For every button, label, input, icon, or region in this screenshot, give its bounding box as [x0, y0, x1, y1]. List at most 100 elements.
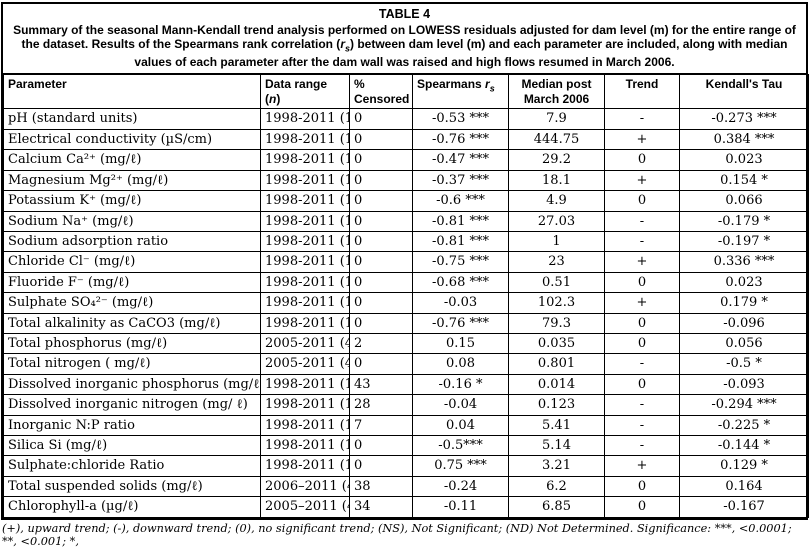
table-cell: 1998-2011 (149): [260, 373, 350, 396]
table-cell: 1998-2011 (153): [260, 230, 350, 253]
table-cell: +: [604, 251, 680, 273]
table-cell: 0: [349, 190, 413, 212]
table-cell: -0.37 ***: [412, 169, 509, 192]
footnote-line-1: (+), upward trend; (-), downward trend; …: [2, 521, 792, 547]
table-cell: 0: [349, 353, 413, 375]
table-cell: 0: [349, 149, 413, 171]
table-cell: 5.41: [508, 414, 605, 436]
table-cell: 444.75: [508, 128, 605, 151]
table-cell: 0: [349, 312, 413, 334]
table-cell: 28: [349, 394, 413, 416]
table-footnote: (+), upward trend; (-), downward trend; …: [1, 520, 808, 547]
table-cell: Calcium Ca²⁺ (mg/ℓ): [3, 149, 261, 171]
table-cell: -0.179 *: [679, 210, 809, 232]
caption-text-2: ) between dam level (m) and each paramet…: [134, 37, 788, 69]
table-cell: -0.16 *: [412, 373, 509, 396]
caption-r-symbol: r: [340, 37, 345, 52]
table-row: Chlorophyll-a (µg/ℓ)2005–2011 (46)34-0.1…: [3, 496, 809, 518]
table-cell: -0.197 *: [679, 230, 809, 253]
table-cell: Fluoride F⁻ (mg/ℓ): [3, 271, 261, 294]
table-cell: -0.11: [412, 496, 509, 518]
table-cell: 0.336 ***: [679, 251, 809, 273]
table-caption: Summary of the seasonal Mann-Kendall tre…: [8, 23, 801, 70]
table-cell: Total phosphorus (mg/ℓ): [3, 332, 261, 355]
table-cell: 2: [349, 332, 413, 355]
table-cell: Sodium adsorption ratio: [3, 230, 261, 253]
table-cell: 0: [604, 312, 680, 334]
table-cell: 1998-2011 (138): [260, 190, 350, 212]
table-cell: Total nitrogen ( mg/ℓ): [3, 353, 261, 375]
table-cell: 0: [604, 373, 680, 396]
table-cell: 34: [349, 496, 413, 518]
table-cell: -: [604, 414, 680, 436]
col-header-trend: Trend: [604, 74, 680, 110]
table-cell: -0.225 *: [679, 414, 809, 436]
table-cell: -: [604, 230, 680, 253]
table-cell: Potassium K⁺ (mg/ℓ): [3, 190, 261, 212]
table-title: TABLE 4: [378, 7, 431, 21]
table-cell: 1998-2011 (149): [260, 251, 350, 273]
table-row: Dissolved inorganic nitrogen (mg/ ℓ) 1998…: [3, 394, 809, 416]
table-cell: 0: [604, 149, 680, 171]
table-cell: -0.68 ***: [412, 271, 509, 294]
table-cell: -0.167: [679, 496, 809, 518]
table-row: Total suspended solids (mg/ℓ) 2006–2011 (…: [3, 475, 809, 498]
table-cell: -0.76 ***: [412, 128, 509, 151]
table-cell: 6.85: [508, 496, 605, 518]
table-cell: 1998-2011 (146): [260, 394, 350, 416]
table-cell: 5.14: [508, 434, 605, 457]
table-cell: 1998-2011 (155): [260, 149, 350, 171]
table-cell: 0.04: [412, 414, 509, 436]
col-header-censored: % Censored: [349, 74, 413, 110]
table-row: Dissolved inorganic phosphorus (mg/ℓ) 199…: [3, 373, 809, 396]
table-cell: -0.5 *: [679, 353, 809, 375]
table-cell: 3.21: [508, 455, 605, 477]
table-cell: 0.154 *: [679, 169, 809, 192]
table-cell: 1998-2011 (141): [260, 414, 350, 436]
table-cell: 6.2: [508, 475, 605, 498]
table-cell: 1998-2011 (148): [260, 312, 350, 334]
table-cell: +: [604, 169, 680, 192]
table-cell: -: [604, 434, 680, 457]
table-cell: 18.1: [508, 169, 605, 192]
table-cell: 0: [349, 271, 413, 294]
table-cell: 38: [349, 475, 413, 498]
table-cell: 1: [508, 230, 605, 253]
table-cell: Sulphate:chloride Ratio: [3, 455, 261, 477]
table-cell: -0.144 *: [679, 434, 809, 457]
table-cell: 0: [349, 169, 413, 192]
table-row: Silica Si (mg/ℓ)1998-2011 (149)0-0.5***5…: [3, 434, 809, 457]
table-cell: 0: [349, 210, 413, 232]
table-cell: 2005–2011 (46): [260, 496, 350, 518]
table-cell: 43: [349, 373, 413, 396]
table-cell: 0: [349, 230, 413, 253]
table-cell: 0.179 *: [679, 292, 809, 314]
table-cell: 29.2: [508, 149, 605, 171]
table-cell: 0: [349, 108, 413, 130]
table-cell: Chlorophyll-a (µg/ℓ): [3, 496, 261, 518]
table-row: Calcium Ca²⁺ (mg/ℓ)1998-2011 (155)0-0.47…: [3, 149, 809, 171]
table-cell: 1998-2011 (151): [260, 169, 350, 192]
table-cell: Chloride Cl⁻ (mg/ℓ): [3, 251, 261, 273]
table-cell: 0.384 ***: [679, 128, 809, 151]
table-cell: 0.129 *: [679, 455, 809, 477]
table-cell: 0.15: [412, 332, 509, 355]
table-cell: 1998-2011 (154): [260, 128, 350, 151]
table-cell: 0.066: [679, 190, 809, 212]
table-row: pH (standard units)1998-2011 (156)0-0.53…: [3, 108, 809, 130]
table-cell: -0.273 ***: [679, 108, 809, 130]
table-cell: -0.53 ***: [412, 108, 509, 130]
table-cell: 0: [604, 496, 680, 518]
table-cell: 27.03: [508, 210, 605, 232]
table-cell: +: [604, 292, 680, 314]
col-header-spearmans: Spearmans rs: [412, 74, 509, 110]
table-cell: 0: [604, 271, 680, 294]
title-block: TABLE 4 Summary of the seasonal Mann-Ken…: [3, 4, 806, 75]
table-cell: 0.164: [679, 475, 809, 498]
results-table: Parameter Data range (n) % Censored Spear…: [3, 74, 809, 518]
col-header-median: Median post March 2006: [508, 74, 605, 110]
table-cell: 2005-2011 (46): [260, 353, 350, 375]
col-header-kendalls-tau: Kendall's Tau: [679, 74, 809, 110]
